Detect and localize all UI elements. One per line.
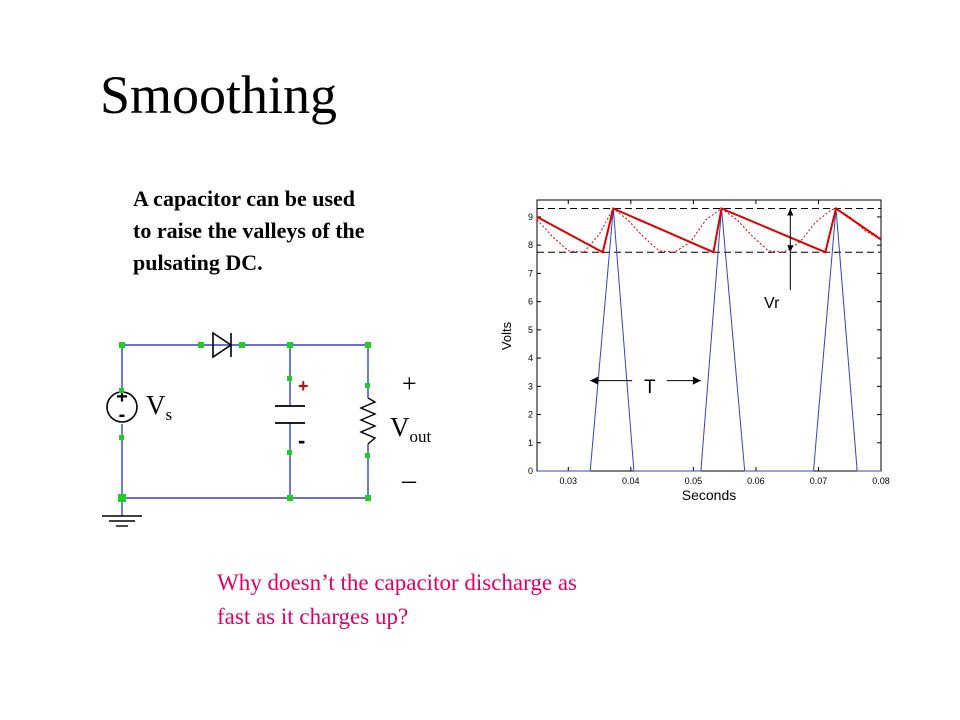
output-plus-sign: + [402,369,417,398]
description-text: A capacitor can be used to raise the val… [133,183,493,279]
description-line: A capacitor can be used [133,186,356,211]
period-arrowhead [590,376,599,385]
capacitor-plus-sign: + [298,376,309,396]
smoothed-output-line [536,206,882,254]
diode [212,331,233,359]
y-axis-label: Volts [499,321,514,350]
y-tick-label: 9 [528,212,533,222]
source-label: Vs [146,390,172,424]
annotation-markers [590,208,794,385]
x-tick-label: 0.06 [747,476,765,486]
y-tick-label: 3 [528,381,533,391]
description-line: pulsating DC. [133,250,263,275]
y-tick-label: 7 [528,268,533,278]
period-label: T [644,377,656,398]
rectified-wave-line [537,208,881,472]
ripple-arrowhead [787,208,794,216]
output-minus-sign: – [401,465,417,496]
x-axis-label: Seconds [682,487,736,503]
y-axis-ticks: 0 1 2 3 4 5 6 7 8 9 [528,212,881,476]
voltage-source: + - [106,386,138,426]
x-tick-label: 0.03 [560,476,578,486]
circuit-nodes [118,342,371,502]
x-axis-ticks: 0.03 0.04 0.05 0.06 0.07 0.08 [560,200,890,486]
x-tick-label: 0.07 [810,476,828,486]
period-arrowhead [692,376,701,385]
question-text: Why doesn’t the capacitor discharge as f… [217,566,737,634]
series-group [536,206,882,472]
source-minus-sign: - [119,404,126,426]
capacitor [275,405,305,424]
x-tick-label: 0.04 [622,476,640,486]
plot-frame [536,199,882,472]
ripple-arrowhead [787,245,794,253]
y-tick-label: 1 [528,438,533,448]
source-plus-sign: + [116,386,128,408]
y-tick-label: 0 [528,466,533,476]
output-voltage-label: Vout [390,412,432,446]
y-tick-label: 4 [528,353,533,363]
x-tick-label: 0.08 [872,476,890,486]
x-tick-label: 0.05 [685,476,703,486]
capacitor-minus-sign: - [298,428,305,453]
description-line: to raise the valleys of the [133,218,365,243]
resistor [359,397,377,445]
ripple-label: Vr [764,295,780,312]
y-tick-label: 6 [528,297,533,307]
y-tick-label: 5 [528,325,533,335]
y-tick-label: 2 [528,410,533,420]
ground-symbol [102,515,142,527]
question-line: fast as it charges up? [217,604,409,629]
y-tick-label: 8 [528,240,533,250]
page-title: Smoothing [100,65,338,125]
question-line: Why doesn’t the capacitor discharge as [217,570,577,595]
